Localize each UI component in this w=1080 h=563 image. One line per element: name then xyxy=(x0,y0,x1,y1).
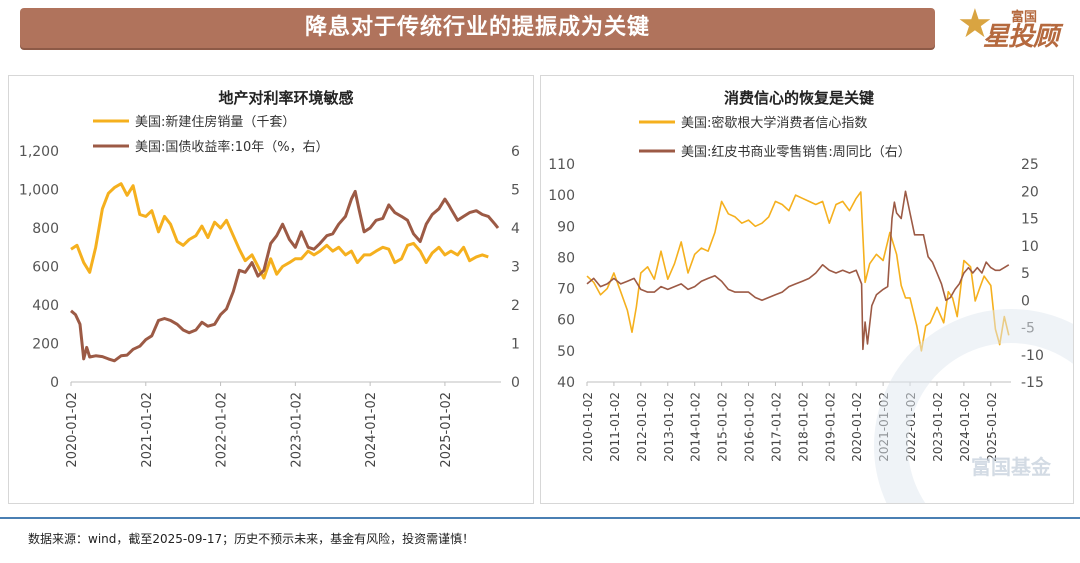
x-tick-label: 2015-01-02 xyxy=(716,392,730,462)
chart-title: 地产对利率环境敏感 xyxy=(218,89,353,107)
footer-divider xyxy=(0,517,1080,519)
right-chart: 消费信心的恢复是关键美国:密歇根大学消费者信心指数美国:红皮书商业零售销售:周同… xyxy=(548,89,1080,563)
banner-title: 降息对于传统行业的提振成为关键 xyxy=(304,15,650,40)
right-tick-label: 1 xyxy=(511,337,520,353)
brand-logo: ★ 富国 星投顾 xyxy=(955,2,1070,58)
x-tick-label: 2013-01-02 xyxy=(662,392,676,462)
right-tick-label: 20 xyxy=(1021,184,1039,200)
chart-title: 消费信心的恢复是关键 xyxy=(724,89,874,107)
x-tick-label: 2014-01-02 xyxy=(689,392,703,462)
x-tick-label: 2024-01-02 xyxy=(364,392,379,468)
right-tick-label: 25 xyxy=(1021,157,1039,173)
x-tick-label: 2025-01-02 xyxy=(439,392,454,468)
x-tick-label: 2023-01-02 xyxy=(931,392,945,462)
x-tick-label: 2018-01-02 xyxy=(796,392,810,462)
left-tick-label: 0 xyxy=(50,375,59,391)
left-tick-label: 800 xyxy=(32,221,59,237)
watermark-text: 富国基金 xyxy=(971,455,1052,479)
x-tick-label: 2019-01-02 xyxy=(823,392,837,462)
x-tick-label: 2016-01-02 xyxy=(743,392,757,462)
left-tick-label: 200 xyxy=(32,337,59,353)
left-tick-label: 50 xyxy=(557,344,575,360)
logo-big-text: 星投顾 xyxy=(983,22,1059,52)
left-tick-label: 90 xyxy=(557,219,575,235)
right-tick-label: -15 xyxy=(1021,375,1044,391)
x-tick-label: 2012-01-02 xyxy=(635,392,649,462)
right-tick-label: 15 xyxy=(1021,212,1039,228)
legend-label: 美国:密歇根大学消费者信心指数 xyxy=(681,115,867,131)
right-tick-label: 0 xyxy=(1021,293,1030,309)
footer-note: 数据来源：wind，截至2025-09-17；历史不预示未来，基金有风险，投资需… xyxy=(28,532,475,546)
left-tick-label: 40 xyxy=(557,375,575,391)
star-icon: ★ xyxy=(957,1,993,47)
legend-label: 美国:新建住房销量（千套） xyxy=(135,114,295,130)
right-tick-label: 2 xyxy=(511,298,520,314)
title-banner: 降息对于传统行业的提振成为关键 xyxy=(20,8,935,48)
watermark-ring-icon xyxy=(874,309,1080,563)
right-tick-label: 5 xyxy=(511,183,520,199)
right-tick-label: 0 xyxy=(511,375,520,391)
x-tick-label: 2010-01-02 xyxy=(581,392,595,462)
left-tick-label: 80 xyxy=(557,250,575,266)
left-tick-label: 1,000 xyxy=(19,183,59,199)
left-chart-panel: 地产对利率环境敏感美国:新建住房销量（千套） 美国:国债收益率:10年（%，右） 0… xyxy=(8,75,534,504)
logo-small-text: 富国 xyxy=(1011,10,1038,25)
legend-label: 美国:红皮书商业零售销售:周同比（右） xyxy=(681,144,911,160)
right-tick-label: 4 xyxy=(511,221,520,237)
left-tick-label: 70 xyxy=(557,282,575,298)
left-tick-label: 60 xyxy=(557,313,575,329)
left-tick-label: 100 xyxy=(548,188,575,204)
right-tick-label: 3 xyxy=(511,260,520,276)
x-tick-label: 2022-01-02 xyxy=(215,392,230,468)
x-tick-label: 2020-01-02 xyxy=(850,392,864,462)
series-line xyxy=(70,182,489,280)
right-tick-label: 5 xyxy=(1021,266,1030,282)
right-tick-label: 10 xyxy=(1021,239,1039,255)
x-tick-label: 2023-01-02 xyxy=(289,392,304,468)
left-tick-label: 400 xyxy=(32,298,59,314)
x-tick-label: 2024-01-02 xyxy=(958,392,972,462)
x-tick-label: 2020-01-02 xyxy=(65,392,80,468)
series-line xyxy=(70,189,500,363)
series-line xyxy=(586,191,1010,352)
x-tick-label: 2021-01-02 xyxy=(140,392,155,468)
right-chart-panel: 消费信心的恢复是关键美国:密歇根大学消费者信心指数美国:红皮书商业零售销售:周同… xyxy=(540,75,1080,563)
right-tick-label: 6 xyxy=(511,144,520,160)
x-tick-label: 2017-01-02 xyxy=(769,392,783,462)
left-tick-label: 600 xyxy=(32,260,59,276)
right-tick-label: -10 xyxy=(1021,348,1044,364)
x-tick-label: 2025-01-02 xyxy=(985,392,999,462)
left-tick-label: 1,200 xyxy=(19,144,59,160)
legend-label: 美国:国债收益率:10年（%，右） xyxy=(135,139,329,155)
x-tick-label: 2011-01-02 xyxy=(608,392,622,462)
left-tick-label: 110 xyxy=(548,157,575,173)
series-line xyxy=(586,190,1010,351)
